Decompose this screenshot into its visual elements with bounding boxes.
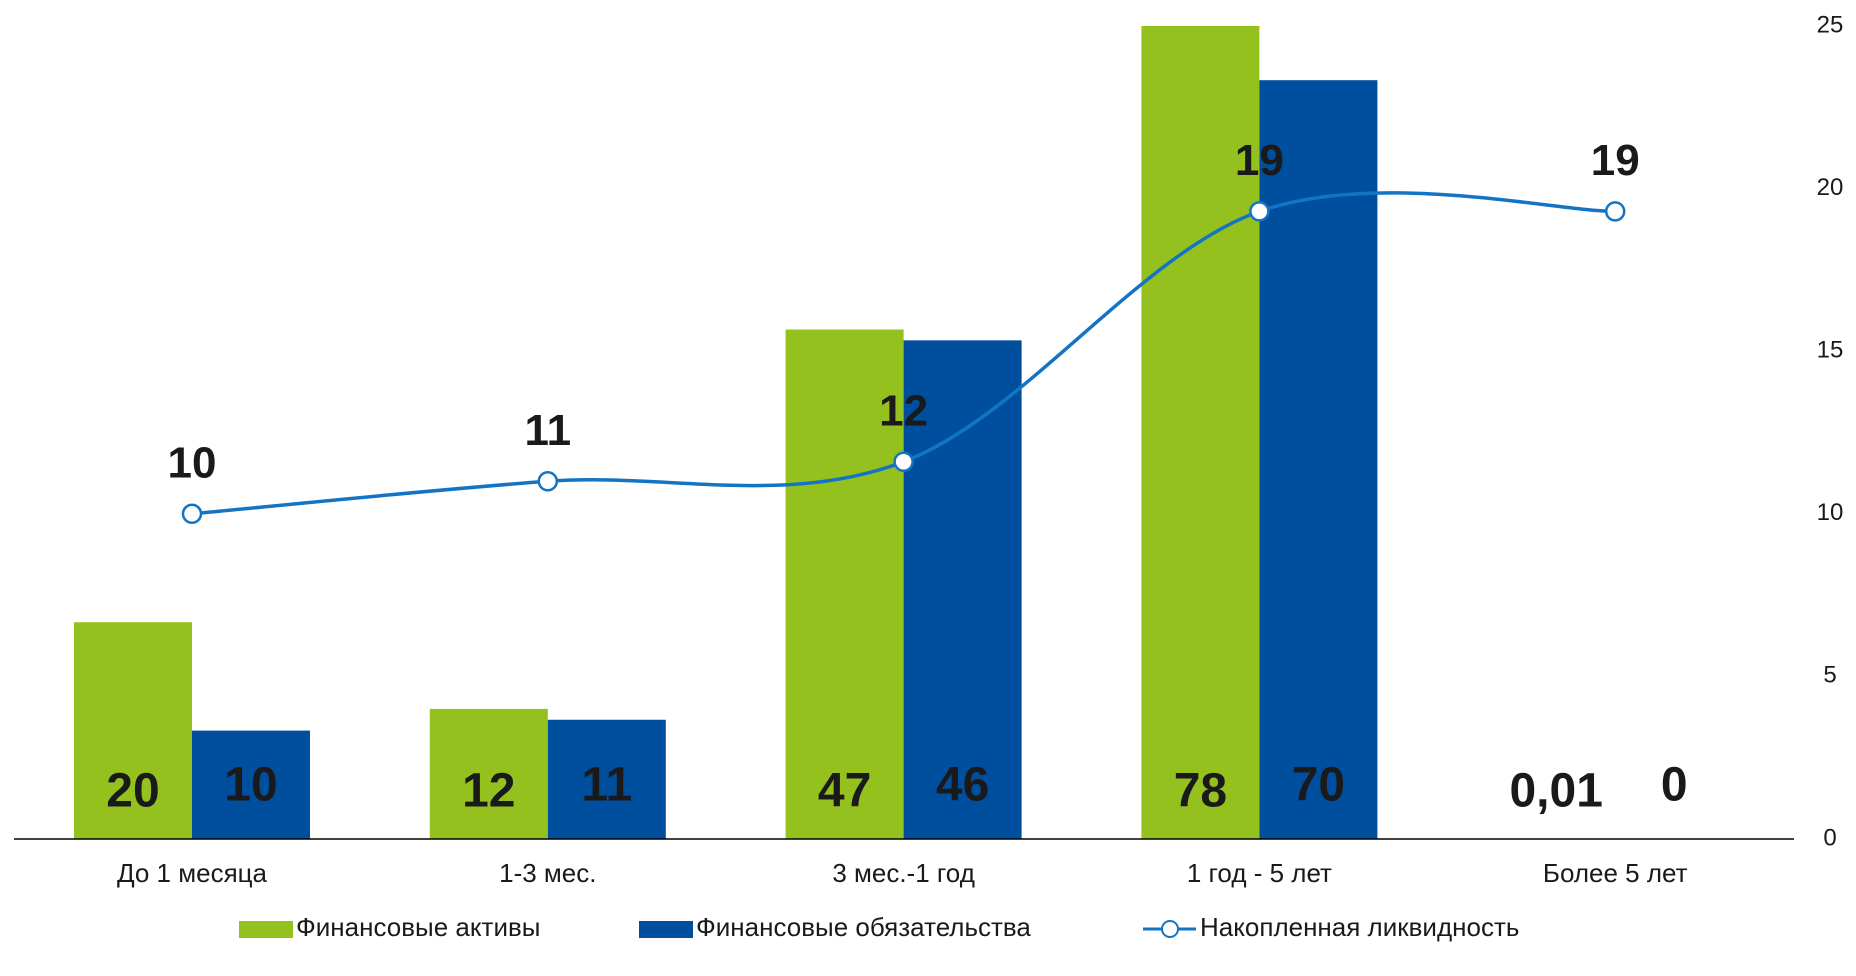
bar [1141,26,1260,840]
y2-tick-label: 10 [1817,499,1844,526]
y2-tick-label: 25 [1817,11,1844,38]
bar [785,329,904,839]
x-tick-label: 1 год - 5 лет [1187,858,1332,888]
line-marker [537,471,559,492]
legend-marker [1161,920,1179,938]
bar-value-label: 46 [936,759,989,812]
line-marker [1249,201,1270,222]
bar [547,719,666,839]
bar-value-label: 0,01 [1509,765,1602,818]
bar-value-label: 10 [224,759,277,812]
bar [429,708,548,839]
legend-label: Финансовые обязательства [696,912,1031,942]
bar-value-label: 11 [581,759,632,812]
line-value-label: 10 [168,438,217,487]
plot-area [74,26,1616,840]
y2-tick-label: 0 [1823,824,1836,851]
line-value-label: 12 [879,386,928,435]
bar-value-label: 0 [1661,759,1688,812]
bar-value-label: 70 [1292,759,1345,812]
line-marker [893,451,914,473]
x-tick-label: 3 мес.-1 год [832,858,975,888]
bar [74,622,192,839]
y2-tick-label: 5 [1823,662,1836,689]
line-value-label: 11 [525,406,572,455]
line-marker [1604,201,1626,222]
line-value-label: 19 [1591,136,1640,185]
bar-value-label: 20 [106,765,159,818]
legend-swatch [639,921,693,938]
bar-value-label: 78 [1174,765,1227,818]
bar [192,730,310,839]
x-tick-label: 1-3 мес. [499,858,596,888]
line-marker [181,503,203,525]
legend-swatch [239,921,293,938]
x-tick-label: Более 5 лет [1543,858,1688,888]
bar [903,340,1022,839]
bar-value-label: 12 [462,765,515,818]
y2-tick-label: 15 [1817,337,1844,364]
x-tick-label: До 1 месяца [117,858,268,888]
bar-value-label: 47 [818,765,871,818]
legend-label: Финансовые активы [296,912,540,942]
y2-tick-label: 20 [1817,174,1844,201]
legend-label: Накопленная ликвидность [1200,912,1519,942]
line-value-label: 19 [1235,136,1284,185]
